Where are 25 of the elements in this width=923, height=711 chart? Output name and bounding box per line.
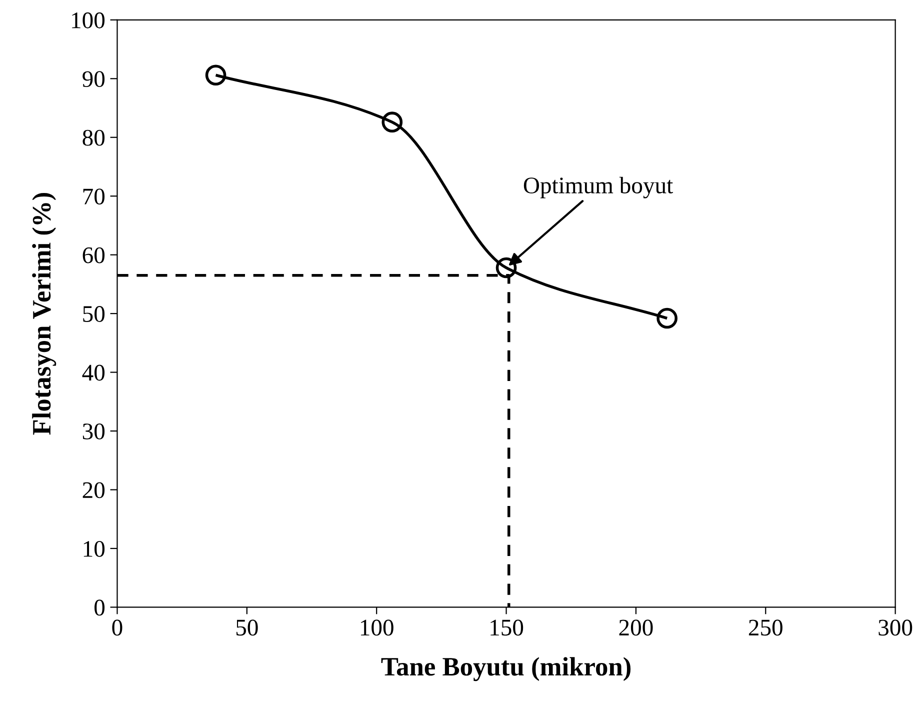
y-tick-label: 30 xyxy=(82,424,105,440)
point xyxy=(382,112,403,133)
y-tick-label: 80 xyxy=(82,130,105,146)
y-tick-label: 0 xyxy=(94,600,105,616)
point xyxy=(496,257,517,278)
x-tick-label: 50 xyxy=(236,620,258,636)
x-tick-label: 250 xyxy=(748,620,782,636)
y-tick-label: 60 xyxy=(82,247,105,264)
y-axis-title: Flotasyon Verimi (%) xyxy=(32,193,56,435)
y-tick-label: 100 xyxy=(72,12,105,28)
y-tick-label: 70 xyxy=(83,188,105,205)
y-tick-label: 90 xyxy=(82,71,105,88)
point xyxy=(656,308,678,329)
x-tick-label: 200 xyxy=(619,620,653,636)
y-tick-label: 40 xyxy=(82,364,105,381)
x-axis-title: Tane Boyutu (mikron) xyxy=(381,657,631,682)
point xyxy=(205,64,226,86)
x-tick-label: 150 xyxy=(490,620,524,636)
x-tick-label: 0 xyxy=(112,620,122,636)
annotation: Optimum boyut xyxy=(524,176,673,198)
y-tick-label: 50 xyxy=(83,306,105,322)
x-tick-label: 100 xyxy=(360,620,394,636)
x-tick-label: 300 xyxy=(878,620,912,636)
y-tick-label: 10 xyxy=(84,540,105,557)
y-tick-label: 20 xyxy=(82,482,105,498)
